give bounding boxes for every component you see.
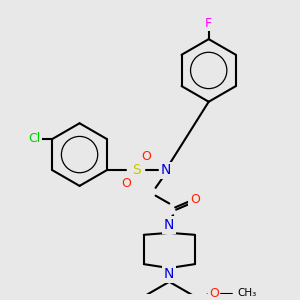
Text: N: N [164,218,175,232]
Text: F: F [205,17,212,30]
Text: N: N [160,163,171,177]
Text: O: O [121,177,131,190]
Text: O: O [190,193,200,206]
Text: CH₃: CH₃ [238,289,257,298]
Text: Cl: Cl [29,132,41,146]
Text: O: O [141,150,151,163]
Text: O: O [209,287,219,300]
Text: S: S [132,163,140,177]
Text: N: N [164,267,175,281]
